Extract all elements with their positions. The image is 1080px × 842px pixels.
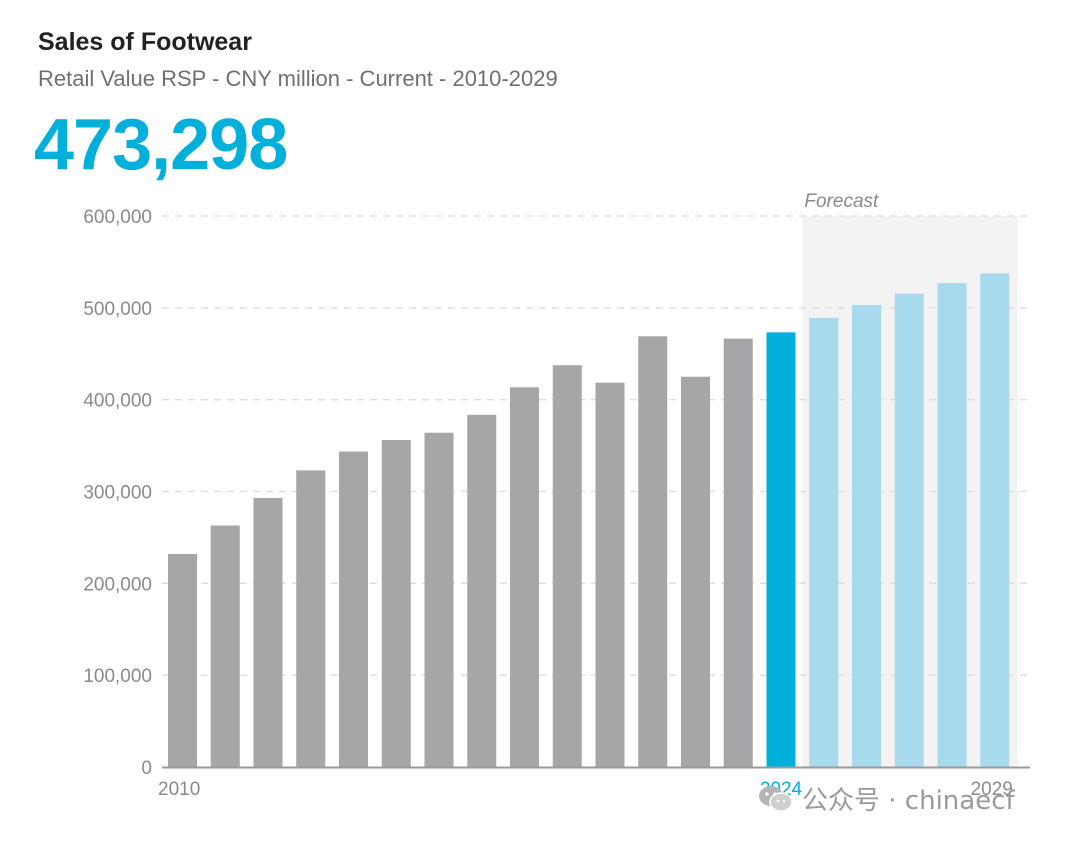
watermark: 公众号 · chinaecf xyxy=(758,780,1015,817)
y-tick-label: 100,000 xyxy=(83,666,152,687)
bar-2012 xyxy=(253,497,283,767)
chart-title: Sales of Footwear xyxy=(38,28,252,56)
bar-2020 xyxy=(595,382,625,767)
bar-2011 xyxy=(210,525,240,767)
y-tick-label: 300,000 xyxy=(83,483,152,504)
bar-2027 xyxy=(894,293,924,767)
x-tick-label-2029: 2029 xyxy=(971,779,1013,800)
bar-2021 xyxy=(638,336,668,767)
chart-subtitle: Retail Value RSP - CNY million - Current… xyxy=(38,66,558,91)
bar-2025 xyxy=(809,317,839,767)
bar-2014 xyxy=(339,451,368,767)
bar-layer xyxy=(168,273,1010,767)
bar-2018 xyxy=(510,387,539,767)
bar-2028 xyxy=(937,283,967,767)
bar-2029 xyxy=(980,273,1010,767)
y-tick-label: 0 xyxy=(141,758,152,779)
bar-2015 xyxy=(381,440,411,767)
bar-2022 xyxy=(681,376,710,767)
bar-2024 xyxy=(766,332,796,767)
y-tick-label: 500,000 xyxy=(83,299,152,320)
headline-value: 473,298 xyxy=(34,105,288,185)
bar-2017 xyxy=(467,414,497,767)
y-tick-label: 600,000 xyxy=(83,207,152,228)
bar-2023 xyxy=(723,338,753,767)
wechat-icon xyxy=(758,785,794,813)
bar-2026 xyxy=(852,305,881,767)
y-tick-label: 200,000 xyxy=(83,574,152,595)
bar-2010 xyxy=(168,553,197,767)
y-tick-label: 400,000 xyxy=(83,391,152,412)
forecast-label: Forecast xyxy=(804,191,879,212)
bar-2013 xyxy=(296,470,326,767)
x-tick-label-2010: 2010 xyxy=(158,779,200,800)
bar-2019 xyxy=(552,365,582,767)
bar-2016 xyxy=(424,432,454,767)
watermark-text: 公众号 · chinaecf xyxy=(802,786,1015,816)
